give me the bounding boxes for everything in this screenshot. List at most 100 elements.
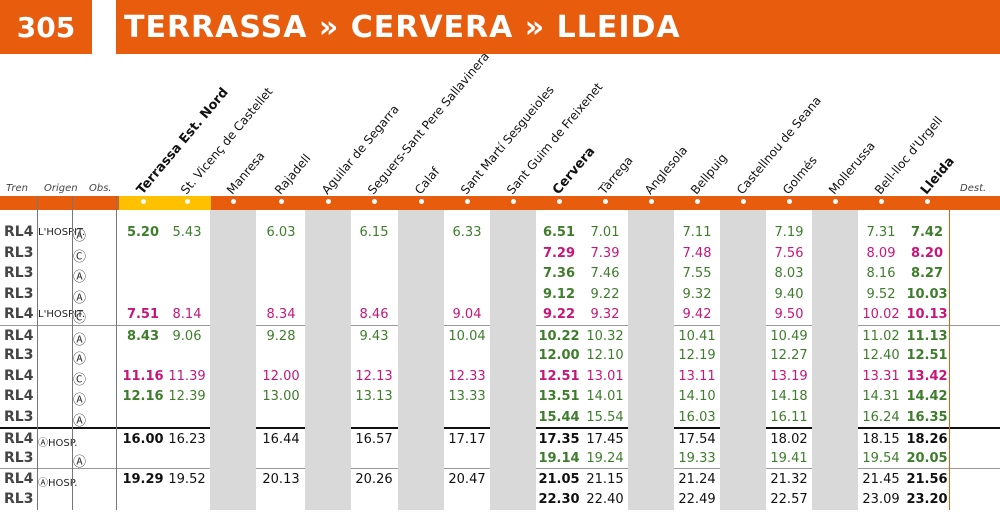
train-code: RL3 <box>4 244 34 261</box>
time-cell: 9.52 <box>866 286 896 302</box>
column-divider <box>116 196 117 510</box>
stop-marker <box>372 199 377 204</box>
observation-symbol: Ⓐ <box>73 270 87 285</box>
col-header-dest: Dest. <box>960 183 987 194</box>
time-cell: 13.42 <box>906 368 948 384</box>
stop-marker <box>741 199 746 204</box>
time-cell: 9.22 <box>590 286 620 302</box>
stop-marker <box>649 199 654 204</box>
stop-marker <box>185 199 190 204</box>
time-cell: 6.03 <box>266 225 296 240</box>
time-cell: 7.42 <box>910 225 944 240</box>
time-cell: 7.48 <box>682 245 712 261</box>
observation-symbol: Ⓒ <box>73 372 87 388</box>
time-cell: 8.03 <box>774 266 804 281</box>
observation-symbol: Ⓐ <box>73 352 87 367</box>
time-cell: 12.16 <box>122 389 164 404</box>
time-cell: 9.42 <box>682 307 712 322</box>
train-code: RL3 <box>4 265 34 281</box>
time-cell: 19.24 <box>586 450 624 466</box>
time-cell: 11.13 <box>906 328 948 344</box>
time-cell: 18.02 <box>770 432 808 447</box>
stop-marker <box>787 199 792 204</box>
station-label: Sant Martí Sesgueioles <box>458 82 557 197</box>
time-cell: 8.34 <box>266 307 296 322</box>
station-label: Anglesola <box>642 143 691 197</box>
station-label: Castellnou de Seana <box>734 93 824 197</box>
time-cell: 9.32 <box>590 307 620 322</box>
stop-marker <box>603 199 608 204</box>
time-cell: 12.13 <box>355 368 393 384</box>
time-cell: 17.45 <box>586 432 624 447</box>
time-cell: 8.46 <box>359 307 389 322</box>
train-code: RL4 <box>4 224 34 240</box>
time-cell: 6.15 <box>359 225 389 240</box>
stop-marker <box>279 199 284 204</box>
time-cell: 14.42 <box>906 389 948 404</box>
time-cell: 21.05 <box>538 472 580 487</box>
line-number-badge: 305 <box>0 0 92 54</box>
time-cell: 20.26 <box>355 472 393 487</box>
origin-label: ⒶHOSP. <box>38 478 78 489</box>
time-cell: 18.15 <box>862 432 900 447</box>
time-cell: 7.51 <box>126 307 160 322</box>
time-cell: 12.40 <box>862 348 900 363</box>
time-cell: 16.00 <box>122 432 164 447</box>
time-cell: 21.24 <box>678 472 716 487</box>
time-cell: 9.06 <box>172 328 202 344</box>
origin-highlight-band <box>119 196 211 210</box>
stop-marker <box>419 199 424 204</box>
time-cell: 10.13 <box>906 307 948 322</box>
station-label: Golmés <box>780 153 820 197</box>
col-header-obs: Obs. <box>89 183 112 194</box>
stop-marker <box>511 199 516 204</box>
time-cell: 13.01 <box>586 368 624 384</box>
column-divider <box>37 196 38 510</box>
origin-label: ⒶHOSP. <box>38 438 78 449</box>
time-cell: 19.41 <box>770 450 808 466</box>
time-cell: 9.28 <box>266 328 296 344</box>
time-cell: 13.13 <box>355 389 393 404</box>
observation-symbol: Ⓒ <box>73 249 87 265</box>
time-cell: 15.54 <box>586 409 624 425</box>
stop-marker <box>879 199 884 204</box>
time-cell: 10.49 <box>770 328 808 344</box>
time-cell: 19.29 <box>122 472 164 487</box>
station-label: Mollerussa <box>826 138 878 197</box>
time-cell: 12.39 <box>168 389 206 404</box>
column-shade <box>812 210 858 510</box>
stop-marker <box>141 199 146 204</box>
column-shade <box>490 210 536 510</box>
time-cell: 22.49 <box>678 491 716 507</box>
time-cell: 8.09 <box>866 245 896 261</box>
time-cell: 8.14 <box>172 307 202 322</box>
time-cell: 12.27 <box>770 348 808 363</box>
col-header-tren: Tren <box>6 183 28 194</box>
time-cell: 7.19 <box>774 225 804 240</box>
time-cell: 13.33 <box>448 389 486 404</box>
train-code: RL3 <box>4 408 34 425</box>
time-cell: 7.01 <box>590 225 620 240</box>
origin-label: L'HOSPIT. <box>38 309 86 320</box>
time-cell: 12.33 <box>448 368 486 384</box>
column-shade <box>628 210 674 510</box>
time-cell: 5.43 <box>172 225 202 240</box>
time-cell: 12.51 <box>538 368 580 384</box>
time-cell: 22.30 <box>538 491 580 507</box>
time-cell: 17.54 <box>678 432 716 447</box>
time-cell: 10.32 <box>586 328 624 344</box>
time-cell: 14.10 <box>678 389 716 404</box>
train-code: RL3 <box>4 490 34 507</box>
time-cell: 12.00 <box>262 368 300 384</box>
stop-marker <box>326 199 331 204</box>
train-code: RL4 <box>4 367 34 384</box>
time-cell: 22.57 <box>770 491 808 507</box>
time-cell: 22.40 <box>586 491 624 507</box>
time-cell: 7.36 <box>542 266 576 281</box>
observation-symbol: Ⓐ <box>73 454 87 470</box>
time-cell: 6.51 <box>542 225 576 240</box>
time-cell: 7.29 <box>542 245 576 261</box>
time-cell: 8.16 <box>866 266 896 281</box>
time-cell: 10.03 <box>906 286 948 302</box>
column-shade <box>720 210 766 510</box>
